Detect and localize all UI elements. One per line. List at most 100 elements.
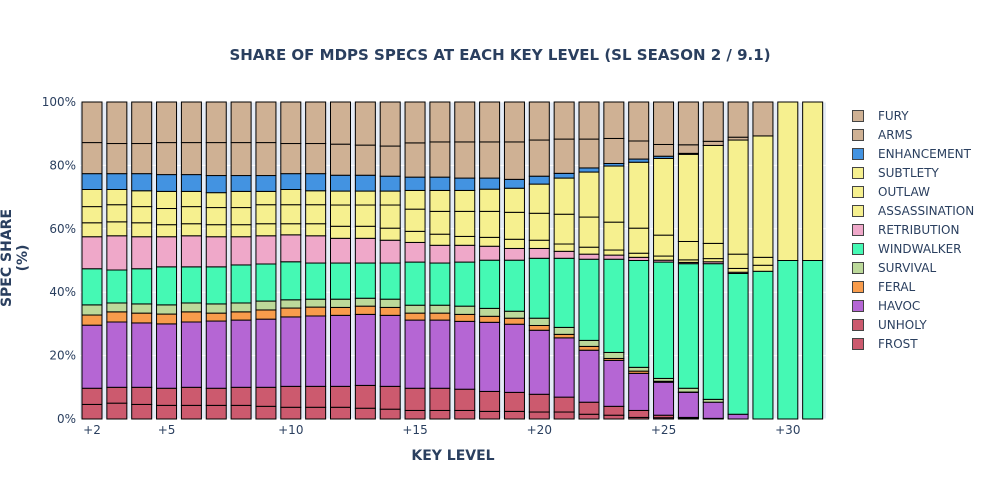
bar-segment-enhancement	[81, 173, 103, 190]
bar-segment-frost	[553, 411, 575, 420]
bar-segment-subtlety	[578, 171, 600, 218]
bar-segment-outlaw	[653, 234, 675, 257]
bar-segment-frost	[578, 413, 600, 420]
bar-segment-arms	[503, 141, 525, 180]
bar-segment-survival	[429, 304, 451, 314]
bar-segment-assassination	[354, 225, 376, 239]
bar-segment-fury	[81, 101, 103, 144]
legend-item[interactable]: FERAL	[852, 277, 974, 296]
bar-segment-survival	[255, 300, 277, 311]
bar-segment-retribution	[81, 236, 103, 270]
legend-swatch	[852, 128, 864, 141]
legend-item[interactable]: ARMS	[852, 125, 974, 144]
bar-segment-enhancement	[454, 177, 476, 191]
bar-segment-fury	[180, 101, 202, 144]
legend-swatch	[852, 280, 864, 293]
bar-segment-assassination	[653, 255, 675, 261]
legend-item[interactable]: WINDWALKER	[852, 239, 974, 258]
bar-segment-feral	[553, 333, 575, 339]
bar-segment-havoc	[156, 323, 178, 389]
bar-segment-survival	[156, 304, 178, 315]
bar-segment-enhancement	[578, 167, 600, 173]
bar-segment-arms	[180, 142, 202, 176]
bar-segment-retribution	[354, 237, 376, 264]
legend-item[interactable]: RETRIBUTION	[852, 220, 974, 239]
bar-segment-unholy	[180, 386, 202, 406]
bar-segment-arms	[404, 142, 426, 178]
legend-label: SUBTLETY	[878, 165, 939, 180]
bar-segment-arms	[305, 143, 327, 175]
bar-segment-fury	[578, 101, 600, 140]
legend-item[interactable]: SURVIVAL	[852, 258, 974, 277]
legend-item[interactable]: OUTLAW	[852, 182, 974, 201]
bar-segment-retribution	[330, 237, 351, 264]
bar-segment-frost	[180, 404, 202, 420]
bar-segment-enhancement	[305, 173, 327, 192]
bar-segment-fury	[280, 101, 302, 145]
legend-item[interactable]: UNHOLY	[852, 315, 974, 334]
bar-segment-assassination	[205, 224, 227, 238]
bar-segment-subtlety	[330, 190, 351, 206]
bar-segment-outlaw	[429, 210, 451, 235]
bar-segment-havoc	[106, 321, 128, 388]
bar-segment-assassination	[578, 246, 600, 255]
bar-segment-assassination	[528, 239, 550, 249]
legend-swatch	[852, 147, 864, 160]
legend-swatch	[852, 299, 864, 312]
bar-segment-windwalker	[702, 263, 724, 400]
bar-segment-subtlety	[752, 135, 774, 258]
bar-segment-fury	[205, 101, 227, 144]
legend-item[interactable]: FURY	[852, 106, 974, 125]
bar-segment-enhancement	[553, 172, 575, 179]
bar-segment-windwalker	[553, 257, 575, 328]
bar-segment-arms	[677, 144, 699, 154]
bar-segment-arms	[330, 143, 351, 176]
bar-segment-havoc	[702, 401, 724, 419]
bar-segment-windwalker	[603, 258, 625, 353]
bar-segment-subtlety	[553, 177, 575, 215]
bar-segment-frost	[503, 410, 525, 420]
bar-segment-enhancement	[205, 175, 227, 194]
bar-segment-assassination	[553, 243, 575, 252]
y-tick-label: 0%	[57, 412, 76, 426]
bar-segment-unholy	[280, 385, 302, 408]
bar-segment-survival	[280, 299, 302, 309]
bar-segment-havoc	[677, 391, 699, 418]
bar-segment-windwalker	[503, 259, 525, 312]
bar-segment-havoc	[603, 359, 625, 407]
bar-segment-frost	[330, 406, 351, 420]
bar-segment-fury	[503, 101, 525, 143]
bar-segment-outlaw	[354, 204, 376, 227]
bar-segment-retribution	[156, 236, 178, 268]
bar-segment-survival	[553, 326, 575, 335]
bar-segment-assassination	[503, 238, 525, 249]
chart-title: SHARE OF MDPS SPECS AT EACH KEY LEVEL (S…	[229, 46, 771, 64]
legend-item[interactable]: HAVOC	[852, 296, 974, 315]
legend-item[interactable]: ENHANCEMENT	[852, 144, 974, 163]
bar-segment-retribution	[205, 236, 227, 268]
bar-segment-fury	[677, 101, 699, 146]
bar-segment-subtlety	[131, 190, 153, 208]
bar-segment-havoc	[305, 315, 327, 387]
bar-segment-unholy	[429, 387, 451, 411]
bar-segment-assassination	[131, 222, 153, 238]
bar-segment-havoc	[479, 321, 501, 392]
bar-segment-retribution	[255, 235, 277, 265]
legend-item[interactable]: FROST	[852, 334, 974, 353]
bar-segment-survival	[578, 339, 600, 347]
bar-segment-arms	[81, 142, 103, 175]
legend: FURY ARMS ENHANCEMENT SUBTLETY OUTLAW ASSASSI…	[852, 106, 974, 353]
bar-segment-feral	[180, 311, 202, 323]
bar-segment-fury	[131, 101, 153, 145]
legend-swatch	[852, 242, 864, 255]
bar-segment-outlaw	[454, 210, 476, 237]
bar-segment-survival	[131, 303, 153, 314]
x-tick-label: +25	[651, 423, 676, 437]
bar-segment-arms	[379, 145, 401, 177]
bar-segment-windwalker	[578, 258, 600, 341]
bar-segment-subtlety	[528, 183, 550, 214]
legend-item[interactable]: ASSASSINATION	[852, 201, 974, 220]
legend-label: UNHOLY	[878, 317, 927, 332]
bar-segment-unholy	[131, 386, 153, 405]
legend-item[interactable]: SUBTLETY	[852, 163, 974, 182]
